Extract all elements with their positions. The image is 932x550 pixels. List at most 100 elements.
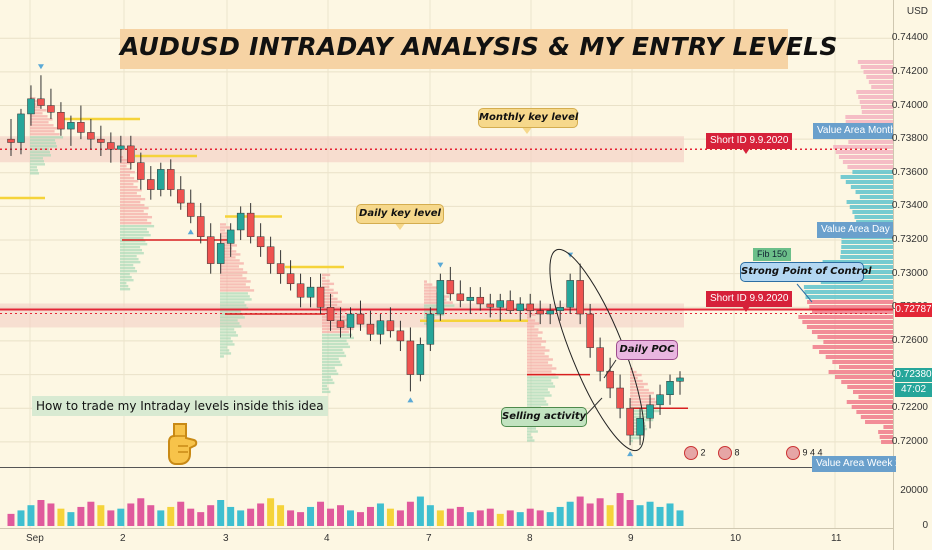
volume-bar xyxy=(7,513,15,526)
session-profile-row xyxy=(322,288,334,292)
volume-bar xyxy=(297,512,305,526)
price-tick-label: 0.72200 xyxy=(891,402,928,414)
volume-bar xyxy=(596,498,604,526)
volume-bar xyxy=(187,508,195,526)
volume-bar xyxy=(17,510,25,526)
composite-profile-row xyxy=(857,60,893,64)
value-area-month-tag[interactable]: Value Area Month x2 xyxy=(813,123,893,139)
volume-bar xyxy=(177,501,185,526)
value-area-week-tag[interactable]: Value Area Week x2 xyxy=(812,456,896,472)
session-profile-row xyxy=(30,139,56,142)
session-profile-row xyxy=(120,209,144,213)
event-icon-group-b[interactable]: 8 xyxy=(718,446,740,460)
session-profile-row xyxy=(527,316,531,319)
composite-profile-row xyxy=(860,415,893,419)
session-profile-row xyxy=(120,215,153,219)
candle-body xyxy=(206,236,215,264)
composite-profile-row xyxy=(825,355,893,359)
candle-body xyxy=(246,212,255,237)
candle-body xyxy=(676,377,684,382)
volume-bar xyxy=(37,500,45,526)
session-profile-row xyxy=(120,179,139,183)
candle-body xyxy=(576,280,584,315)
session-profile-row xyxy=(220,283,246,286)
candle-body xyxy=(127,145,135,163)
session-profile-row xyxy=(220,286,250,289)
volume-bar xyxy=(676,510,684,526)
event-icon-group-c[interactable]: 9 4 4 xyxy=(786,446,823,460)
session-profile-row xyxy=(527,349,550,352)
bar-countdown-tag[interactable]: 47:02 xyxy=(895,383,932,397)
session-profile-row xyxy=(527,310,532,313)
session-profile-row xyxy=(322,375,331,379)
session-profile-row xyxy=(322,360,341,364)
session-profile-row xyxy=(120,203,145,207)
composite-profile-row xyxy=(828,370,893,374)
session-profile-row xyxy=(527,358,553,361)
candle-body xyxy=(296,283,305,298)
daily-poc-callout[interactable]: Daily POC xyxy=(616,340,678,360)
date-tick-label: 11 xyxy=(831,533,842,544)
composite-profile-row xyxy=(840,175,893,179)
session-profile-row xyxy=(527,364,553,367)
daily-key-level-callout[interactable]: Daily key level xyxy=(356,204,444,224)
current-price-tag[interactable]: 0.72380 xyxy=(895,368,932,382)
volume-bar xyxy=(666,503,674,526)
composite-profile-row xyxy=(859,100,893,104)
composite-profile-row xyxy=(847,385,893,389)
session-profile-row xyxy=(220,232,230,235)
price-tick-label: 0.74400 xyxy=(891,32,928,44)
session-profile-row xyxy=(30,142,57,145)
candle-body xyxy=(526,303,534,311)
volume-bar xyxy=(57,508,65,526)
session-profile-row xyxy=(220,343,235,346)
composite-profile-row xyxy=(879,435,893,439)
session-profile-row xyxy=(220,256,236,259)
strong-point-of-control-callout[interactable]: Strong Point of Control xyxy=(740,262,872,282)
volume-bar xyxy=(406,501,414,526)
session-profile-row xyxy=(527,427,537,430)
candle-body xyxy=(646,404,654,419)
session-profile-row xyxy=(120,221,152,225)
price-tick-label: 0.73400 xyxy=(891,200,928,212)
session-profile-row xyxy=(220,322,240,325)
event-icon-group-a[interactable]: 2 xyxy=(684,446,706,460)
short-id-tag-upper[interactable]: Short ID 9.9.2020 xyxy=(706,133,793,149)
currency-label[interactable]: USD xyxy=(906,6,928,17)
candle-body xyxy=(376,320,385,335)
candle-body xyxy=(626,407,634,436)
composite-profile-row xyxy=(805,295,893,299)
composite-profile-row xyxy=(802,320,893,324)
session-profile-row xyxy=(630,391,654,395)
short-id-tag-lower[interactable]: Short ID 9.9.2020 xyxy=(706,291,793,307)
session-profile-row xyxy=(322,282,335,286)
composite-profile-row xyxy=(868,80,893,84)
key-level-price-tag[interactable]: 0.72787 xyxy=(895,303,932,317)
session-profile-row xyxy=(630,439,633,443)
session-profile-row xyxy=(220,271,248,274)
candle-body xyxy=(186,202,195,217)
candle-body xyxy=(566,280,574,308)
volume-bar xyxy=(307,506,315,526)
flag-icon xyxy=(718,446,732,460)
selling-activity-callout[interactable]: Selling activity xyxy=(501,407,587,427)
event-count-c: 9 4 4 xyxy=(802,447,823,458)
composite-profile-row xyxy=(803,285,893,289)
value-area-day-tag[interactable]: Value Area Day xyxy=(817,222,893,238)
composite-profile-row xyxy=(855,190,893,194)
fib-150-tag[interactable]: Fib 150 xyxy=(753,248,792,261)
monthly-key-level-callout[interactable]: Monthly key level xyxy=(478,108,578,128)
session-profile-row xyxy=(322,357,339,361)
session-profile-row xyxy=(527,325,535,328)
session-profile-row xyxy=(322,294,334,298)
session-profile-row xyxy=(630,415,653,419)
candle-body xyxy=(356,313,365,325)
session-profile-row xyxy=(120,206,149,210)
candle-body xyxy=(77,122,85,133)
intraday-levels-note[interactable]: How to trade my Intraday levels inside t… xyxy=(32,396,328,416)
session-profile-row xyxy=(120,284,129,288)
volume-bar xyxy=(426,505,434,526)
price-tick-label: 0.73600 xyxy=(891,166,928,178)
session-profile-row xyxy=(30,127,59,130)
